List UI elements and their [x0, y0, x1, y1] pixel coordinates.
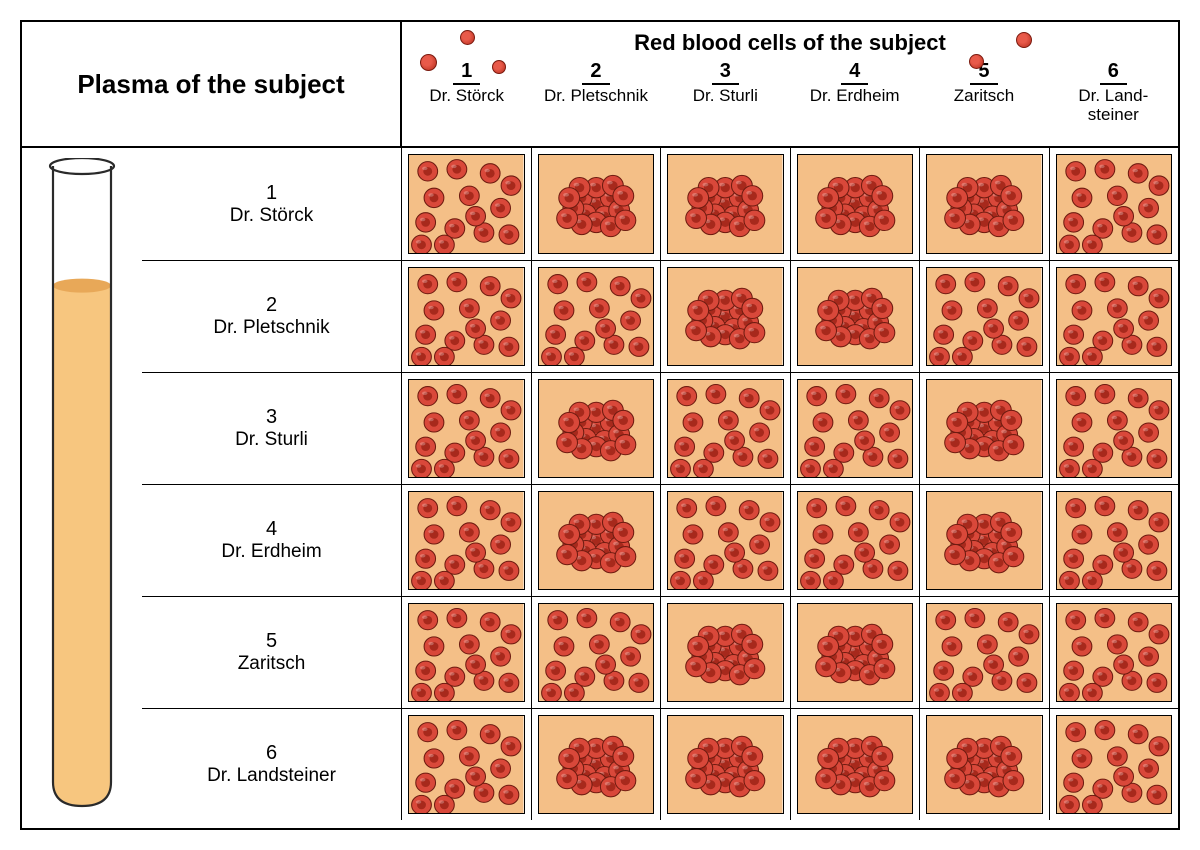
result-cell-clump — [919, 485, 1049, 596]
table-header: Plasma of the subject Red blood cells of… — [22, 22, 1178, 148]
table-row: 2Dr. Pletschnik — [142, 260, 1178, 372]
test-tube-column — [22, 148, 142, 828]
decorative-blood-cell-icon — [492, 60, 506, 74]
row-label: 6Dr. Landsteiner — [142, 709, 402, 820]
result-cell-clump — [531, 709, 661, 820]
result-cell-clump — [919, 373, 1049, 484]
result-cell-disp — [402, 709, 531, 820]
result-cell-disp — [1049, 148, 1179, 260]
result-cell-disp — [1049, 709, 1179, 820]
row-number: 2 — [266, 294, 277, 317]
column-number: 4 — [841, 60, 868, 85]
result-cell-disp — [919, 597, 1049, 708]
result-cell-disp — [790, 373, 920, 484]
result-cell-clump — [531, 485, 661, 596]
result-cell-clump — [790, 148, 920, 260]
result-cell-disp — [402, 261, 531, 372]
table-body: 1Dr. Störck — [22, 148, 1178, 828]
result-cell-clump — [531, 373, 661, 484]
result-cell-clump — [919, 709, 1049, 820]
result-cell-clump — [919, 148, 1049, 260]
column-number: 2 — [582, 60, 609, 85]
result-cell-clump — [660, 597, 790, 708]
result-cells — [402, 485, 1178, 596]
row-number: 1 — [266, 182, 277, 205]
row-label: 5Zaritsch — [142, 597, 402, 708]
row-label: 1Dr. Störck — [142, 148, 402, 260]
row-number: 6 — [266, 742, 277, 765]
table-row: 1Dr. Störck — [142, 148, 1178, 260]
table-row: 6Dr. Landsteiner — [142, 708, 1178, 820]
result-cell-disp — [531, 261, 661, 372]
row-subject-name: Dr. Sturli — [235, 429, 308, 451]
decorative-blood-cell-icon — [420, 54, 437, 71]
result-cell-clump — [660, 709, 790, 820]
column-subject-name: Dr. Pletschnik — [544, 87, 648, 106]
decorative-blood-cell-icon — [460, 30, 475, 45]
row-subject-name: Dr. Störck — [230, 205, 313, 227]
result-cell-disp — [402, 597, 531, 708]
column-headers: 1 Dr. Störck 2 Dr. Pletschnik 3 Dr. Sturli 4 Dr… — [402, 56, 1178, 146]
result-cell-disp — [660, 373, 790, 484]
column-subject-name: Dr. Land-steiner — [1078, 87, 1148, 124]
result-cells — [402, 597, 1178, 708]
row-subject-name: Dr. Landsteiner — [207, 765, 336, 787]
result-cell-disp — [402, 148, 531, 260]
table-row: 4Dr. Erdheim — [142, 484, 1178, 596]
table-row: 5Zaritsch — [142, 596, 1178, 708]
result-cell-disp — [402, 485, 531, 596]
column-subject-name: Dr. Sturli — [693, 87, 758, 106]
test-tube-icon — [41, 158, 123, 818]
result-cells — [402, 373, 1178, 484]
row-subject-name: Dr. Pletschnik — [213, 317, 329, 339]
result-cell-disp — [531, 597, 661, 708]
row-subject-name: Dr. Erdheim — [221, 541, 321, 563]
result-cell-clump — [790, 709, 920, 820]
result-cell-clump — [660, 148, 790, 260]
result-cell-clump — [660, 261, 790, 372]
result-cell-clump — [790, 597, 920, 708]
result-cell-disp — [1049, 373, 1179, 484]
decorative-blood-cell-icon — [1016, 32, 1032, 48]
column-header-5: 5Zaritsch — [919, 56, 1048, 146]
column-headers-area: Red blood cells of the subject 1 Dr. Stör… — [402, 22, 1178, 146]
row-label: 2Dr. Pletschnik — [142, 261, 402, 372]
plasma-title: Plasma of the subject — [22, 22, 402, 146]
row-number: 4 — [266, 518, 277, 541]
result-cell-disp — [1049, 485, 1179, 596]
column-subject-name: Dr. Störck — [429, 87, 504, 106]
blood-type-table: Plasma of the subject Red blood cells of… — [20, 20, 1180, 830]
column-number: 6 — [1100, 60, 1127, 85]
decorative-blood-cell-icon — [969, 54, 984, 69]
row-label: 4Dr. Erdheim — [142, 485, 402, 596]
data-rows: 1Dr. Störck — [142, 148, 1178, 828]
result-cells — [402, 709, 1178, 820]
rbc-title: Red blood cells of the subject — [402, 22, 1178, 56]
result-cells — [402, 148, 1178, 260]
column-subject-name: Zaritsch — [954, 87, 1014, 106]
result-cell-disp — [919, 261, 1049, 372]
column-number: 3 — [712, 60, 739, 85]
column-header-4: 4 Dr. Erdheim — [790, 56, 919, 146]
row-number: 5 — [266, 630, 277, 653]
result-cell-disp — [402, 373, 531, 484]
result-cell-disp — [1049, 597, 1179, 708]
row-number: 3 — [266, 406, 277, 429]
row-label: 3Dr. Sturli — [142, 373, 402, 484]
table-row: 3Dr. Sturli — [142, 372, 1178, 484]
column-header-2: 2 Dr. Pletschnik — [531, 56, 660, 146]
result-cell-clump — [531, 148, 661, 260]
column-number: 1 — [453, 60, 480, 85]
result-cells — [402, 261, 1178, 372]
result-cell-disp — [660, 485, 790, 596]
result-cell-disp — [1049, 261, 1179, 372]
row-subject-name: Zaritsch — [238, 653, 306, 675]
column-header-3: 3 Dr. Sturli — [661, 56, 790, 146]
result-cell-disp — [790, 485, 920, 596]
column-header-1: 1 Dr. Störck — [402, 56, 531, 146]
column-header-6: 6Dr. Land-steiner — [1049, 56, 1178, 146]
column-subject-name: Dr. Erdheim — [810, 87, 900, 106]
result-cell-clump — [790, 261, 920, 372]
